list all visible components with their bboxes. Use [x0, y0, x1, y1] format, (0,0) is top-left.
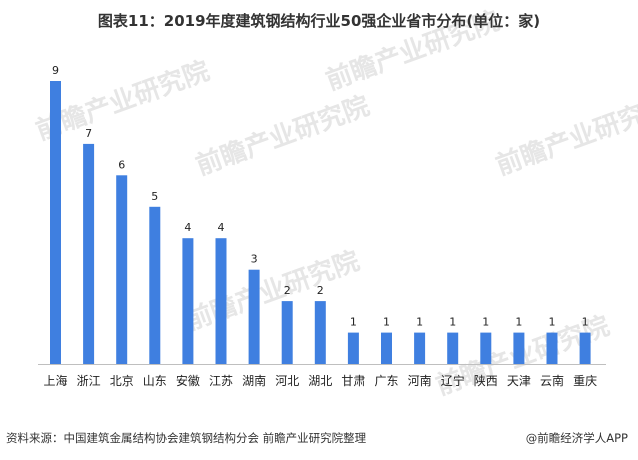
data-label-14: 1	[515, 316, 522, 329]
x-tick-label-4: 安徽	[176, 373, 200, 388]
x-tick-label-3: 山东	[143, 374, 167, 388]
data-label-4: 4	[184, 221, 191, 234]
x-tick-label-7: 河北	[275, 374, 299, 388]
bar-13	[480, 332, 492, 364]
data-label-9: 1	[350, 316, 357, 329]
bar-9	[347, 332, 359, 364]
chart-title: 图表11：2019年度建筑钢结构行业50强企业省市分布(单位：家)	[97, 12, 541, 30]
x-tick-labels-group: 上海 浙江 北京 山东 安徽 江苏 湖南 河北 湖北 甘肃 广东 河南 辽宁 陕西 天津 云南 重庆	[43, 373, 597, 388]
bar-3	[149, 206, 161, 364]
x-tick-label-14: 天津	[507, 374, 531, 388]
data-label-6: 3	[251, 253, 258, 266]
source-note: 资料来源：中国建筑金属结构协会建筑钢结构分会 前瞻产业研究院整理	[6, 431, 367, 445]
x-tick-label-6: 湖南	[242, 373, 266, 388]
x-tick-label-2: 北京	[110, 374, 134, 388]
bar-14	[513, 332, 525, 364]
data-label-13: 1	[482, 316, 489, 329]
data-label-5: 4	[218, 221, 225, 234]
watermark-text: 前瞻产业研究院	[192, 90, 374, 181]
bar-7	[281, 301, 293, 364]
data-label-7: 2	[284, 284, 291, 297]
watermark-text: 前瞻产业研究院	[492, 90, 638, 181]
x-tick-label-12: 辽宁	[441, 373, 465, 388]
data-label-3: 5	[151, 190, 158, 203]
bar-11	[414, 332, 426, 364]
bar-15	[546, 332, 558, 364]
data-label-8: 2	[317, 284, 324, 297]
data-label-0: 9	[52, 64, 59, 77]
brand-credit: @前瞻经济学人APP	[525, 431, 628, 445]
x-tick-label-9: 甘肃	[341, 374, 365, 388]
x-tick-label-0: 上海	[43, 373, 67, 388]
bar-4	[182, 238, 194, 364]
data-label-15: 1	[549, 316, 556, 329]
bar-12	[447, 332, 459, 364]
data-label-2: 6	[118, 158, 125, 171]
bar-2	[116, 175, 128, 364]
bars-group	[50, 81, 591, 364]
bar-10	[381, 332, 392, 364]
bar-6	[248, 269, 260, 364]
bar-5	[215, 238, 227, 364]
data-label-1: 7	[85, 127, 92, 140]
data-label-11: 1	[416, 316, 423, 329]
data-label-12: 1	[449, 316, 456, 329]
watermark-text: 前瞻产业研究院	[182, 245, 364, 336]
x-tick-label-10: 广东	[374, 374, 398, 388]
data-labels-group: 9 7 6 5 4 4 3 2 2 1 1 1 1 1 1 1 1	[52, 64, 589, 329]
bar-16	[579, 332, 591, 364]
bar-1	[83, 143, 95, 364]
bar-8	[314, 301, 326, 364]
x-tick-label-16: 重庆	[573, 374, 597, 388]
x-tick-label-8: 湖北	[308, 373, 332, 388]
x-tick-label-1: 浙江	[77, 374, 101, 388]
data-label-16: 1	[582, 316, 589, 329]
data-label-10: 1	[383, 316, 390, 329]
x-tick-label-13: 陕西	[474, 373, 498, 388]
bar-0	[50, 81, 61, 364]
x-tick-label-11: 河南	[408, 373, 432, 388]
x-tick-label-15: 云南	[540, 373, 564, 388]
x-tick-label-5: 江苏	[209, 374, 233, 388]
